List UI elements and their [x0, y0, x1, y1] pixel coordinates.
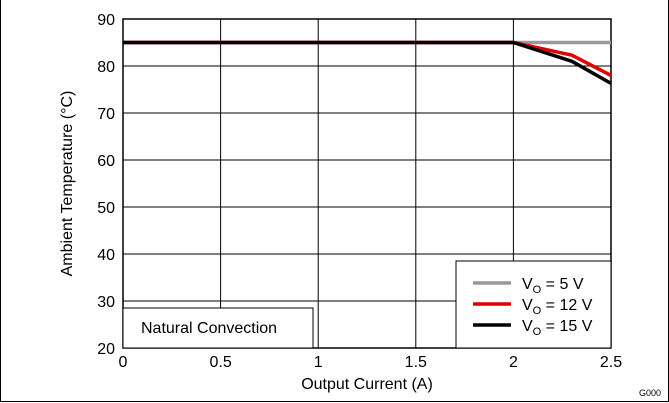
y-tick-label: 90 — [97, 12, 115, 29]
x-tick-label: 0 — [119, 354, 128, 371]
tick-labels: 0 0.5 1 1.5 2 2.5 20 30 40 50 60 70 80 90 — [97, 12, 622, 371]
x-tick-label: 1 — [314, 354, 323, 371]
series-line-2 — [123, 40, 612, 77]
series-lines — [123, 40, 612, 85]
legend-box — [455, 260, 612, 349]
x-tick-label: 2 — [509, 354, 518, 371]
annotation-box: Natural Convection — [122, 307, 314, 349]
y-tick-label: 20 — [97, 341, 115, 358]
series-line-3 — [123, 40, 612, 85]
y-tick-label: 30 — [97, 294, 115, 311]
y-tick-label: 70 — [97, 106, 115, 123]
figure-code: G000 — [639, 388, 661, 398]
y-tick-label: 80 — [97, 59, 115, 76]
grid — [122, 18, 612, 349]
plot-area — [122, 18, 612, 349]
y-tick-label: 50 — [97, 200, 115, 217]
x-tick-label: 1.5 — [405, 354, 427, 371]
legend-label-3: VO = 15 V — [522, 318, 593, 338]
annotation-text: Natural Convection — [141, 320, 277, 337]
y-tick-label: 60 — [97, 153, 115, 170]
legend-label-2: VO = 12 V — [522, 297, 593, 317]
x-tick-label: 2.5 — [600, 354, 622, 371]
x-tick-label: 0.5 — [209, 354, 231, 371]
y-axis-label: Ambient Temperature (°C) — [59, 91, 76, 277]
legend-label-1: VO = 5 V — [522, 276, 584, 296]
x-axis-label: Output Current (A) — [301, 376, 433, 393]
y-tick-label: 40 — [97, 247, 115, 264]
annotation-box-border — [122, 307, 314, 349]
legend: VO = 5 VVO = 12 VVO = 15 V — [455, 260, 612, 349]
